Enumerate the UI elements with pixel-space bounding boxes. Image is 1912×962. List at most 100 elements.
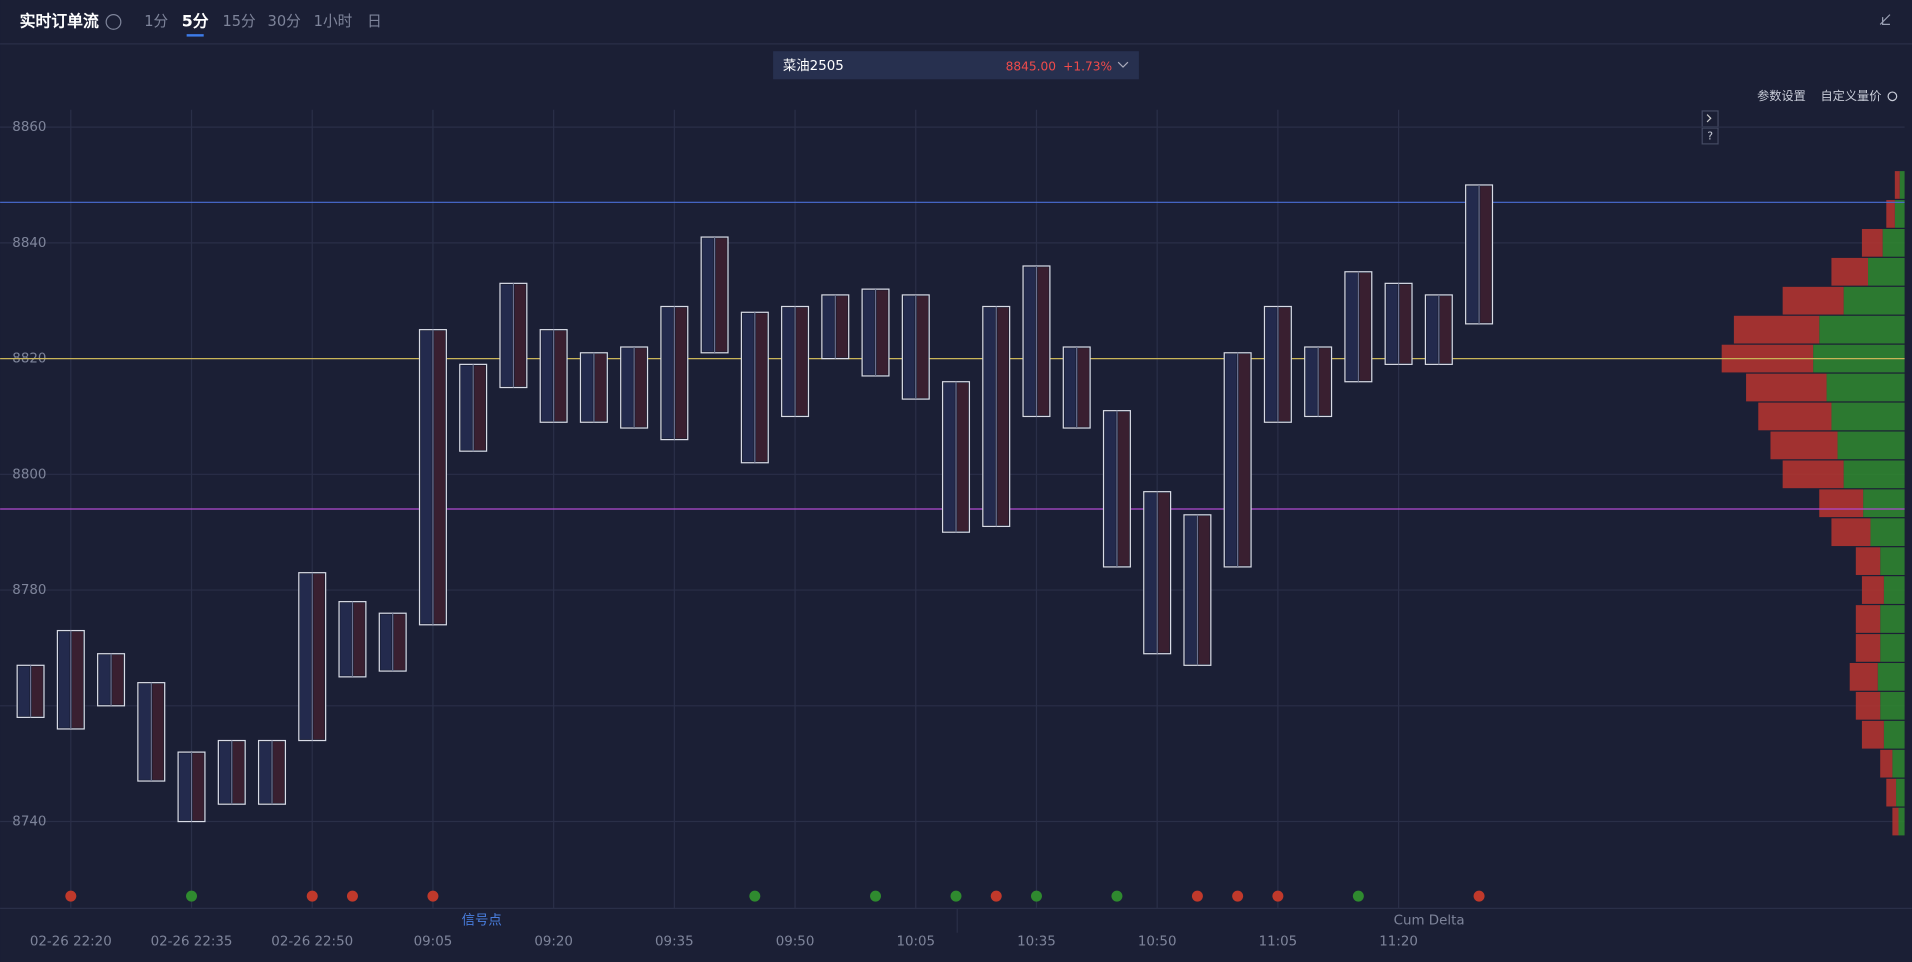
profile-sell [1886,200,1895,228]
bid-column [1064,348,1076,427]
bid-column [1144,492,1156,653]
profile-sell [1782,286,1844,315]
ask-column [1158,492,1170,653]
signal-icon[interactable] [1473,890,1485,902]
collapse-icon[interactable] [1879,14,1891,25]
signal-icon[interactable] [950,890,962,902]
profile-sell [1855,691,1881,720]
profile-sell [1855,634,1881,662]
signal-icon[interactable] [1272,890,1284,902]
ask-column [1077,348,1089,427]
profile-sell [1819,489,1864,518]
cum-delta-tab[interactable]: Cum Delta [1394,914,1465,929]
ask-column [152,683,164,780]
bid-column [984,307,996,526]
signal-icon[interactable] [306,890,318,902]
ask-column [756,313,768,462]
x-tick-label: 10:50 [1138,934,1177,949]
help-button[interactable] [1701,127,1719,145]
profile-buy [1831,402,1905,431]
signal-icon[interactable] [1232,890,1244,902]
ask-column [1198,516,1210,665]
signal-icon[interactable] [346,890,358,902]
signal-icon[interactable] [1111,890,1123,902]
signal-icon[interactable] [186,890,198,902]
bid-column [179,753,191,821]
ask-column [1480,186,1492,323]
custom-link[interactable]: 自定义量价 [1820,88,1881,103]
ask-column [273,741,285,803]
profile-sell [1855,547,1881,575]
signal-icon[interactable] [870,890,882,902]
period-tab[interactable]: 1小时 [314,13,353,30]
help-icon[interactable] [105,14,122,30]
period-tab[interactable]: 日 [367,13,382,30]
period-tab[interactable]: 5分 [182,11,209,30]
period-tabs: 1分 5分 15分 30分 1小时日 [144,11,382,37]
period-tab[interactable]: 30分 [268,13,302,30]
bid-column [742,313,754,462]
app-title: 实时订单流 [20,11,99,30]
y-tick-label: 8860 [12,120,46,135]
signal-icon[interactable] [990,890,1002,902]
ask-column [192,753,204,821]
profile-sell [1733,315,1820,344]
x-tick-label: 02-26 22:50 [271,934,353,949]
ask-column [1118,411,1130,566]
profile-buy [1819,315,1905,344]
bid-column [863,290,875,375]
profile-sell [1770,431,1838,460]
ask-column [1238,354,1250,566]
signal-tab[interactable]: 信号点 [462,913,502,929]
x-tick-label: 10:05 [896,934,935,949]
profile-sell [1892,807,1899,836]
ask-column [916,296,928,398]
bid-column [58,631,70,728]
settings-link[interactable]: 参数设置 [1757,88,1806,103]
profile-buy [1899,171,1905,199]
x-tick-label: 02-26 22:20 [30,934,112,949]
signal-icon[interactable] [1352,890,1364,902]
signal-icon[interactable] [1030,890,1042,902]
ask-column [635,348,647,427]
ask-column [434,330,446,624]
signal-icon[interactable] [427,890,439,902]
ask-column [554,330,566,422]
bid-column [1225,354,1237,566]
y-tick-label: 8780 [12,583,46,598]
profile-buy [1883,720,1905,749]
profile-buy [1898,807,1905,836]
bid-column [621,348,633,427]
bid-column [340,602,352,676]
symbol-box[interactable] [773,51,1139,80]
bid-column [420,330,432,624]
chevron [1706,114,1712,123]
ask-column [1319,348,1331,416]
ask-column [1279,307,1291,422]
bid-column [501,284,513,387]
profile-buy [1894,200,1905,228]
signal-icon[interactable] [65,890,77,902]
profile-buy [1882,228,1905,257]
period-tab[interactable]: 1分 [144,13,168,30]
ask-column [1037,267,1049,416]
profile-buy [1877,663,1905,691]
ask-column [514,284,526,387]
signal-icon[interactable] [749,890,761,902]
bid-column [943,382,955,531]
profile-sell [1894,171,1900,199]
x-tick-label: 09:05 [414,934,453,949]
profile-buy [1880,691,1905,720]
signal-icon[interactable] [1191,890,1203,902]
ask-column [72,631,84,728]
profile-sell [1782,460,1844,489]
info-icon[interactable] [1887,91,1898,102]
ask-column [31,666,43,717]
y-tick-label: 8740 [12,815,46,830]
period-tab[interactable]: 15分 [222,13,256,30]
bid-column [702,238,714,352]
profile-sell [1758,402,1832,431]
profile-buy [1883,576,1905,604]
